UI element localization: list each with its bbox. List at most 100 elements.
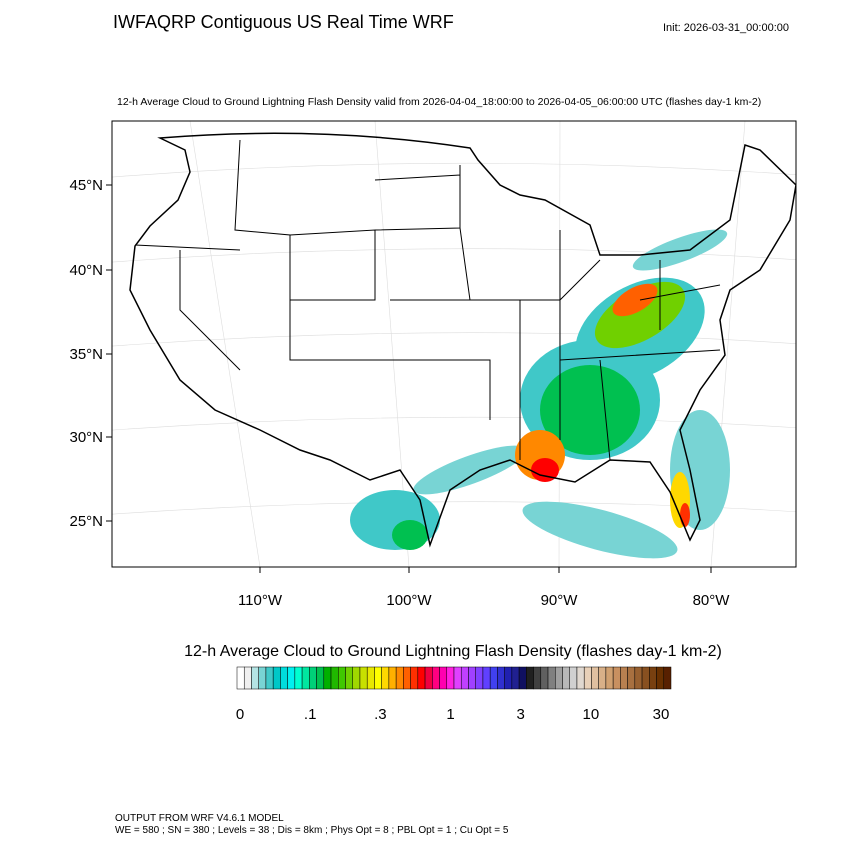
us-outline [129,132,796,548]
lightning-field [350,229,730,559]
colorbar-swatch [453,666,462,690]
title: IWFAQRP Contiguous US Real Time WRF [113,12,454,32]
longitude-labels: 110°W 100°W 90°W 80°W [238,567,730,609]
colorbar-swatch [497,666,505,690]
colorbar-swatch [374,666,382,690]
colorbar-swatch [432,666,440,690]
lightning-area [680,503,690,527]
footer-line: WE = 580 ; SN = 380 ; Levels = 38 ; Dis … [115,825,509,836]
colorbar-title: 12-h Average Cloud to Ground Lightning F… [184,643,722,660]
lightning-area [392,520,428,550]
map [112,121,796,567]
parallel [112,162,796,178]
footer-line: OUTPUT FROM WRF V4.6.1 MODEL [115,813,284,824]
colorbar-swatch [504,666,513,690]
state-line [639,260,721,330]
latitude-label: 30°N [69,429,103,446]
colorbar-swatch [388,666,397,690]
colorbar-swatch [265,666,274,690]
colorbar-swatch [526,666,534,690]
colorbar-label: .3 [374,706,387,723]
colorbar-label: 10 [582,706,599,723]
colorbar: 0 .1 .3 1 3 10 30 [236,666,672,723]
colorbar-swatch [634,666,643,690]
parallel [112,332,796,347]
latitude-label: 25°N [69,513,103,530]
colorbar-swatch [569,666,578,690]
colorbar-swatch [294,666,303,690]
state-line [559,230,721,461]
subtitle: 12-h Average Cloud to Ground Lightning F… [117,96,761,108]
colorbar-swatch [649,666,657,690]
state-line [289,229,390,361]
colorbar-swatch [598,666,607,690]
colorbar-swatch [316,666,325,690]
colorbar-swatch [280,666,288,690]
colorbar-swatch [627,666,636,690]
colorbar-swatch [359,666,368,690]
colorbar-swatch [301,666,310,690]
colorbar-swatch [511,666,520,690]
colorbar-swatch [468,666,476,690]
colorbar-label: 30 [653,706,670,723]
colorbar-swatch [417,666,426,690]
longitude-label: 110°W [238,592,283,609]
colorbar-swatch [439,666,448,690]
latitude-label: 40°N [69,262,103,279]
lightning-area [612,283,658,317]
colorbar-swatch [338,666,346,690]
colorbar-swatch [482,666,491,690]
colorbar-swatch [656,666,665,690]
colorbar-swatch [555,666,563,690]
colorbar-swatch [352,666,361,690]
colorbar-swatch [345,666,353,690]
colorbar-swatch [258,666,267,690]
meridian [189,121,261,567]
colorbar-swatch [518,666,527,690]
colorbar-swatch [323,666,332,690]
colorbar-swatch [424,666,433,690]
colorbar-swatch [410,666,419,690]
colorbar-swatch [309,666,317,690]
state-line [134,244,241,371]
colorbar-swatch [243,666,252,690]
latitude-labels: 45°N 40°N 35°N 30°N 25°N [69,177,112,530]
init-time: Init: 2026-03-31_00:00:00 [663,22,789,34]
colorbar-swatch [272,666,281,690]
colorbar-swatch [562,666,570,690]
colorbar-label: 0 [236,706,244,723]
colorbar-swatch [251,666,259,690]
colorbar-swatch [366,666,375,690]
colorbar-swatch [330,666,339,690]
colorbar-swatch [403,666,411,690]
colorbar-swatch [446,666,455,690]
colorbar-swatch [287,666,296,690]
colorbar-swatch [641,666,650,690]
colorbar-swatch [489,666,498,690]
longitude-label: 80°W [693,592,731,609]
colorbar-swatch [591,666,599,690]
longitude-label: 90°W [541,592,579,609]
colorbar-swatch [381,666,390,690]
lightning-area [531,458,559,482]
lightning-area [522,501,678,559]
colorbar-label: .1 [304,706,317,723]
colorbar-swatch [460,666,469,690]
colorbar-swatch [540,666,549,690]
lightning-area [413,445,527,495]
longitude-label: 100°W [386,592,432,609]
colorbar-label: 3 [516,706,524,723]
latitude-label: 35°N [69,346,103,363]
colorbar-swatch [620,666,628,690]
colorbar-swatch [236,666,245,690]
colorbar-swatch [583,666,592,690]
lightning-area [594,281,686,349]
colorbar-swatch [605,666,614,690]
colorbar-label: 1 [446,706,454,723]
colorbar-swatch [475,666,484,690]
lightning-area [540,365,640,455]
colorbar-swatch [612,666,621,690]
colorbar-swatch [576,666,585,690]
state-line [234,139,291,300]
